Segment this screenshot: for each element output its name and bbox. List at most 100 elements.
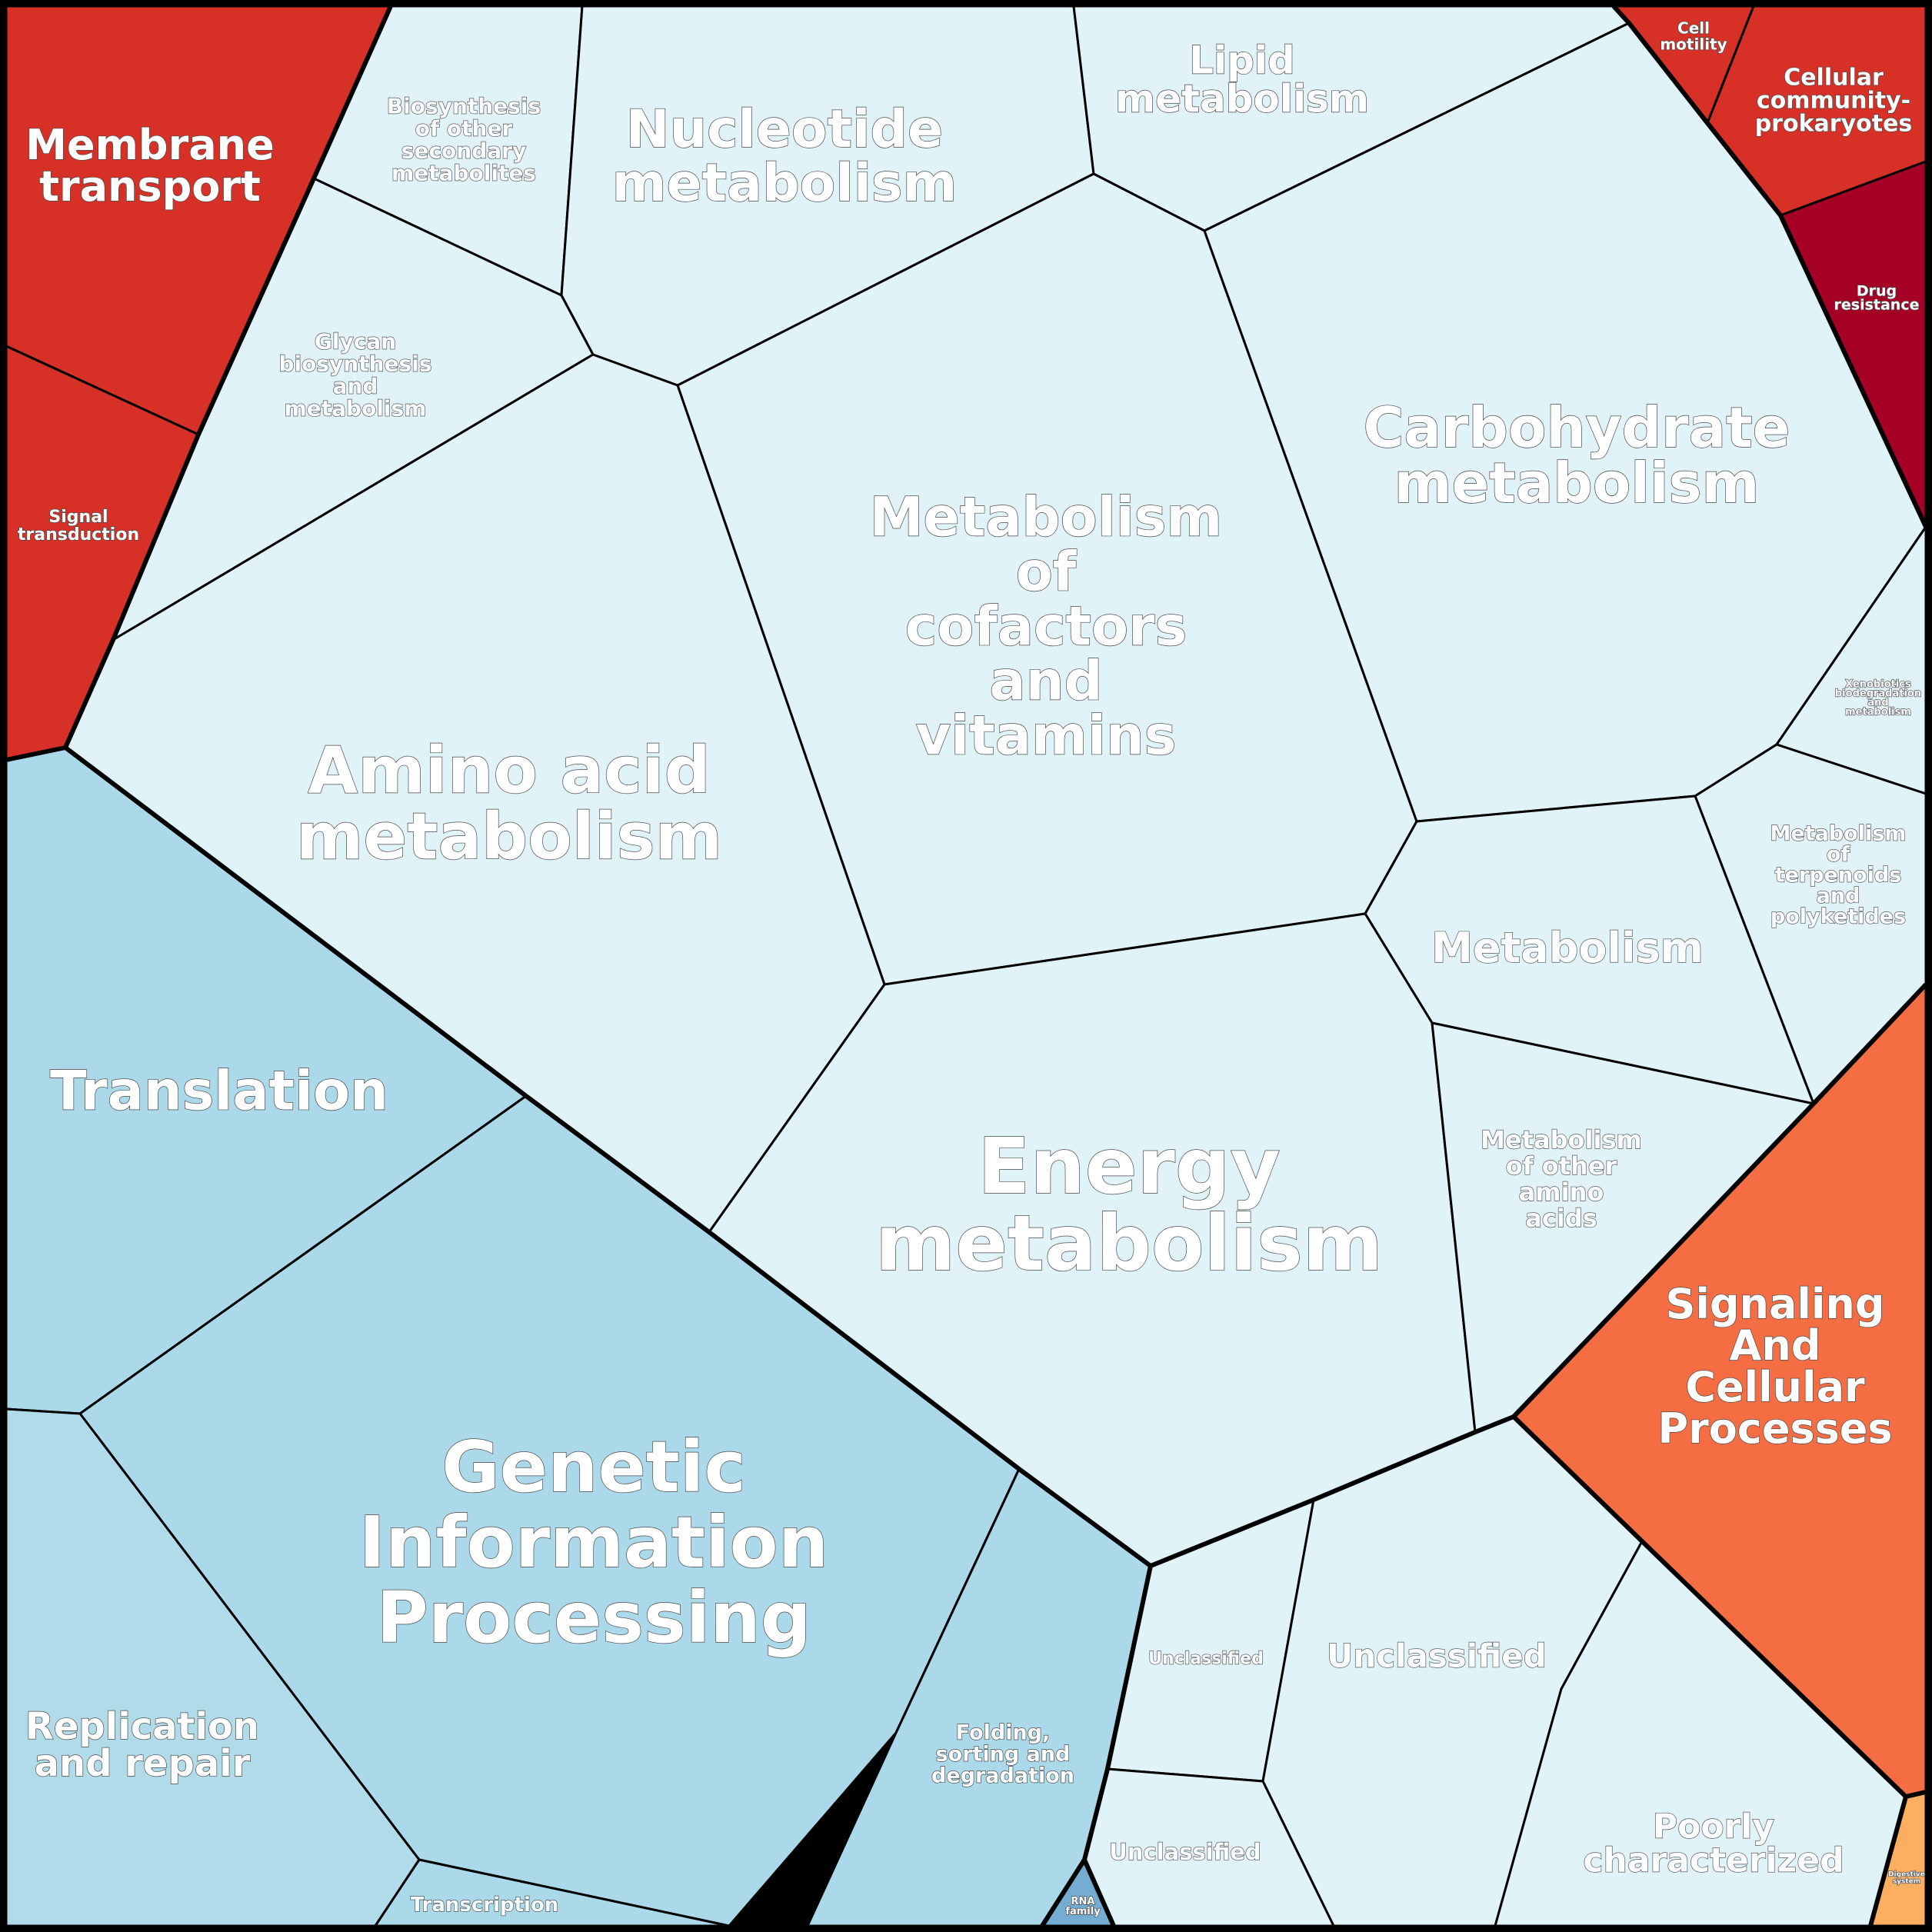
label-transcription: Transcription (410, 1893, 559, 1917)
label-unclassified-small: Unclassified (1148, 1649, 1264, 1669)
label-signal-transduction-line: Signal (48, 508, 108, 527)
label-metabolism-line: Metabolism (1431, 924, 1704, 972)
label-xenobiotics-line: and (1867, 698, 1888, 709)
label-poorly-line: Poorly (1653, 1807, 1774, 1846)
label-genetic-info-line: Information (359, 1501, 829, 1584)
label-terpenoids-line: and (1817, 884, 1860, 908)
label-folding-line: degradation (931, 1764, 1074, 1787)
label-digestive-line: Digestive (1888, 1871, 1925, 1879)
label-transcription-line: Transcription (411, 1894, 559, 1917)
label-unclassified-big-line: Unclassified (1327, 1637, 1547, 1675)
label-unclassified-small-line: Unclassified (1148, 1650, 1264, 1669)
label-unclassified-bottom: Unclassified (1109, 1838, 1262, 1865)
label-nucleotide-line: metabolism (612, 153, 958, 214)
genetic-group-border (64, 745, 1153, 1927)
label-replication-line: Replication (25, 1705, 259, 1748)
label-signaling-cellular-line: Signaling (1665, 1280, 1884, 1328)
label-folding-line: sorting and (936, 1742, 1071, 1766)
label-other-amino-line: of other (1506, 1151, 1617, 1181)
transcription-cell[interactable] (374, 1858, 731, 1927)
label-drug-resistance-line: resistance (1834, 297, 1920, 314)
label-biosynthesis-secondary-line: Biosynthesis (387, 93, 541, 118)
digestive-group-border (1868, 1796, 1908, 1927)
label-lipid-line: Lipid (1189, 38, 1295, 83)
label-signaling-cellular-line: Processes (1658, 1404, 1893, 1453)
label-nucleotide-line: Nucleotide (626, 99, 943, 160)
label-cofactors-line: cofactors (905, 595, 1188, 658)
label-biosynthesis-secondary-line: of other (415, 115, 513, 141)
label-cofactors-line: Metabolism (870, 486, 1223, 549)
label-signaling-cellular-line: Cellular (1685, 1363, 1865, 1411)
label-cell-motility-line: motility (1660, 35, 1727, 54)
label-cellular-community-line: community- (1757, 88, 1910, 115)
label-translation: Translation (49, 1059, 388, 1123)
label-genetic-info-line: Genetic (441, 1426, 746, 1508)
label-terpenoids-line: Metabolism (1770, 821, 1907, 845)
label-genetic-info-line: Processing (376, 1577, 811, 1659)
label-energy-line: Energy (978, 1121, 1280, 1211)
label-biosynthesis-secondary-line: metabolites (391, 160, 536, 185)
label-cellular-community-line: prokaryotes (1755, 111, 1913, 138)
label-glycan-line: Glycan (315, 328, 396, 354)
label-terpenoids-line: polyketides (1770, 904, 1906, 928)
label-other-amino-line: amino (1519, 1178, 1604, 1207)
label-membrane-transport-line: Membrane (25, 121, 274, 169)
rna-family-border (1082, 1858, 1116, 1927)
label-replication-line: and repair (35, 1742, 251, 1785)
label-signal-transduction-line: transduction (18, 525, 139, 545)
label-energy-line: metabolism (875, 1198, 1383, 1288)
label-other-amino-line: acids (1525, 1204, 1597, 1233)
label-digestive-line: system (1893, 1878, 1920, 1886)
unclassified-group-border (1149, 1414, 1515, 1568)
label-glycan-line: metabolism (285, 395, 427, 421)
label-metabolism: Metabolism (1431, 923, 1704, 972)
signaling-group-border (1511, 982, 1928, 1799)
label-unclassified-bottom-line: Unclassified (1109, 1839, 1261, 1865)
label-glycan-line: biosynthesis (279, 351, 432, 376)
label-cell-motility-line: Cell (1677, 19, 1710, 38)
label-rna-family-line: RNA (1071, 1896, 1095, 1907)
environmental-group-border (5, 5, 393, 762)
label-glycan-line: and (333, 373, 378, 398)
label-carbohydrate-line: metabolism (1394, 451, 1759, 515)
label-unclassified-big: Unclassified (1326, 1637, 1547, 1675)
label-terpenoids-line: of (1827, 842, 1850, 866)
label-amino-acid-line: metabolism (296, 798, 722, 874)
label-cellular-community-line: Cellular (1784, 65, 1884, 92)
label-poorly-line: characterized (1583, 1840, 1844, 1880)
label-folding-line: Folding, (956, 1720, 1051, 1744)
label-rna-family-line: family (1065, 1906, 1101, 1917)
label-xenobiotics-line: Xenobiotics (1845, 679, 1911, 691)
label-translation-line: Translation (50, 1060, 388, 1123)
label-cofactors-line: and (989, 650, 1102, 713)
label-biosynthesis-secondary-line: secondary (401, 138, 526, 163)
label-xenobiotics-line: metabolism (1845, 707, 1911, 718)
label-signaling-cellular-line: And (1730, 1321, 1821, 1370)
label-cofactors-line: of (1016, 541, 1078, 604)
label-amino-acid-line: Amino acid (308, 732, 710, 808)
